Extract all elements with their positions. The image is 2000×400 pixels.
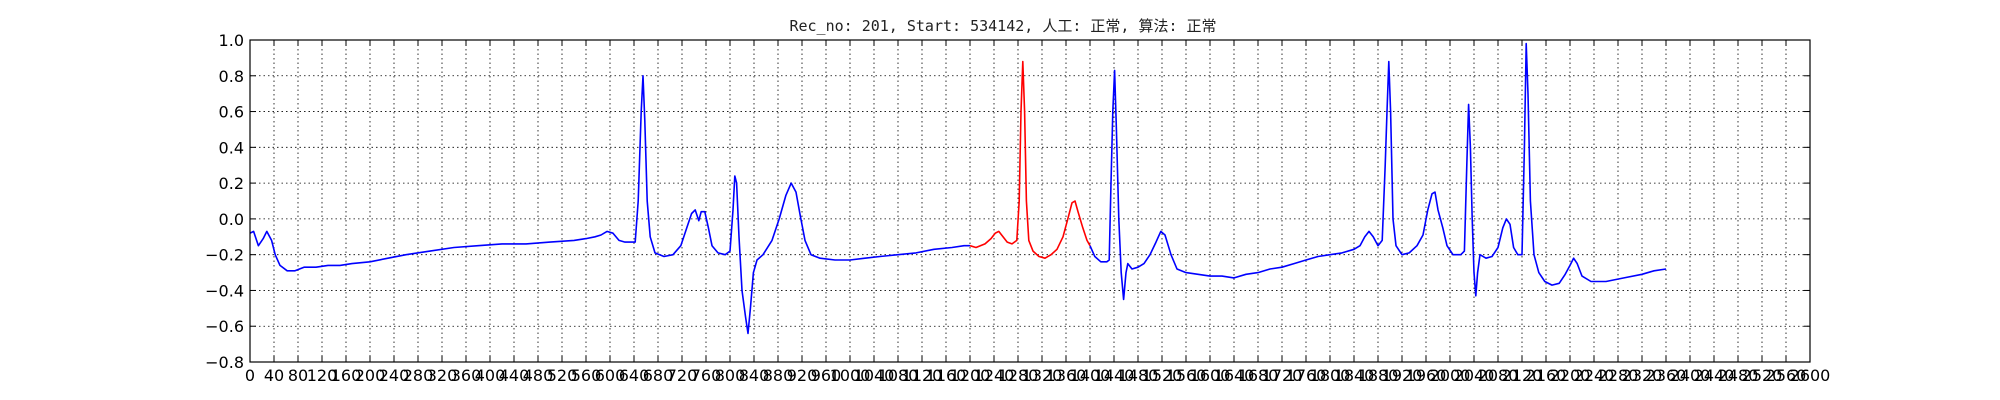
x-tick-label: 1040 [854, 366, 895, 385]
x-tick-label: 1720 [1262, 366, 1303, 385]
y-tick-label: 0.8 [219, 67, 244, 86]
x-tick-label: 1640 [1214, 366, 1255, 385]
y-tick-label: 0.6 [219, 103, 244, 122]
x-tick-label: 1520 [1142, 366, 1183, 385]
y-tick-label: 0.4 [219, 138, 244, 157]
x-tick-label: 2040 [1454, 366, 1495, 385]
x-tick-label: 1400 [1070, 366, 1111, 385]
x-tick-label: 2440 [1694, 366, 1735, 385]
x-tick-label: 360 [451, 366, 482, 385]
y-tick-label: −0.2 [205, 246, 244, 265]
x-tick-label: 240 [379, 366, 410, 385]
x-tick-label: 1920 [1382, 366, 1423, 385]
x-tick-label: 920 [787, 366, 818, 385]
x-tick-label: 2360 [1646, 366, 1687, 385]
y-tick-label: −0.8 [205, 353, 244, 372]
x-tick-label: 480 [523, 366, 554, 385]
x-tick-label: 1760 [1286, 366, 1327, 385]
x-tick-label: 2320 [1622, 366, 1663, 385]
x-tick-label: 880 [763, 366, 794, 385]
x-tick-label: 640 [619, 366, 650, 385]
tick-marks [249, 39, 1811, 363]
series-line [969, 60, 1091, 260]
x-tick-label: 840 [739, 366, 770, 385]
series-line [1089, 42, 1667, 301]
x-tick-label: 2200 [1550, 366, 1591, 385]
x-tick-label: 280 [403, 366, 434, 385]
x-tick-label: 960 [811, 366, 842, 385]
x-tick-label: 1440 [1094, 366, 1135, 385]
x-tick-label: 600 [595, 366, 626, 385]
x-tick-label: 720 [667, 366, 698, 385]
x-tick-label: 2480 [1718, 366, 1759, 385]
x-tick-label: 1320 [1022, 366, 1063, 385]
x-tick-label: 2080 [1478, 366, 1519, 385]
x-tick-label: 1000 [830, 366, 871, 385]
x-tick-label: 2120 [1502, 366, 1543, 385]
x-tick-label: 1280 [998, 366, 1039, 385]
x-tick-label: 1680 [1238, 366, 1279, 385]
x-tick-label: 1200 [950, 366, 991, 385]
x-tick-label: 40 [264, 366, 284, 385]
x-tick-label: 160 [331, 366, 362, 385]
x-tick-label: 680 [643, 366, 674, 385]
y-tick-label: −0.4 [205, 281, 244, 300]
x-tick-label: 1880 [1358, 366, 1399, 385]
y-tick-label: 0.0 [219, 210, 244, 229]
x-tick-label: 1080 [878, 366, 919, 385]
series-line [249, 75, 970, 335]
x-tick-label: 200 [355, 366, 386, 385]
x-tick-label: 1560 [1166, 366, 1207, 385]
x-tick-label: 520 [547, 366, 578, 385]
y-tick-label: −0.6 [205, 317, 244, 336]
x-tick-label: 560 [571, 366, 602, 385]
x-tick-label: 120 [307, 366, 338, 385]
chart-title: Rec_no: 201, Start: 534142, 人工: 正常, 算法: … [789, 17, 1216, 35]
x-tick-labels: 0 40 8012016020024028032036040044048052056… [245, 366, 1830, 385]
x-tick-label: 80 [288, 366, 308, 385]
x-tick-label: 1960 [1406, 366, 1447, 385]
grid-lines [250, 40, 1810, 362]
y-tick-label: 1.0 [219, 31, 244, 50]
x-tick-label: 2400 [1670, 366, 1711, 385]
x-tick-label: 1240 [974, 366, 1015, 385]
y-tick-labels: −0.8 −0.6 −0.4 −0.2 0.0 0.2 0.4 0.6 0.8 1.0 [205, 31, 244, 372]
x-tick-label: 2280 [1598, 366, 1639, 385]
x-tick-label: 2000 [1430, 366, 1471, 385]
x-tick-label: 1160 [926, 366, 967, 385]
x-tick-label: 1480 [1118, 366, 1159, 385]
x-tick-label: 0 [245, 366, 255, 385]
x-tick-label: 760 [691, 366, 722, 385]
x-tick-label: 2600 [1790, 366, 1831, 385]
x-tick-label: 1360 [1046, 366, 1087, 385]
x-tick-label: 800 [715, 366, 746, 385]
x-tick-label: 2560 [1766, 366, 1807, 385]
x-tick-label: 440 [499, 366, 530, 385]
x-tick-label: 1600 [1190, 366, 1231, 385]
plot-frame [249, 39, 1811, 363]
y-tick-label: 0.2 [219, 174, 244, 193]
x-tick-label: 400 [475, 366, 506, 385]
x-tick-label: 1840 [1334, 366, 1375, 385]
x-tick-label: 1800 [1310, 366, 1351, 385]
x-tick-label: 320 [427, 366, 458, 385]
x-tick-label: 2160 [1526, 366, 1567, 385]
x-tick-label: 2240 [1574, 366, 1615, 385]
x-tick-label: 2520 [1742, 366, 1783, 385]
series-lines [249, 42, 1667, 335]
x-tick-label: 1120 [902, 366, 943, 385]
